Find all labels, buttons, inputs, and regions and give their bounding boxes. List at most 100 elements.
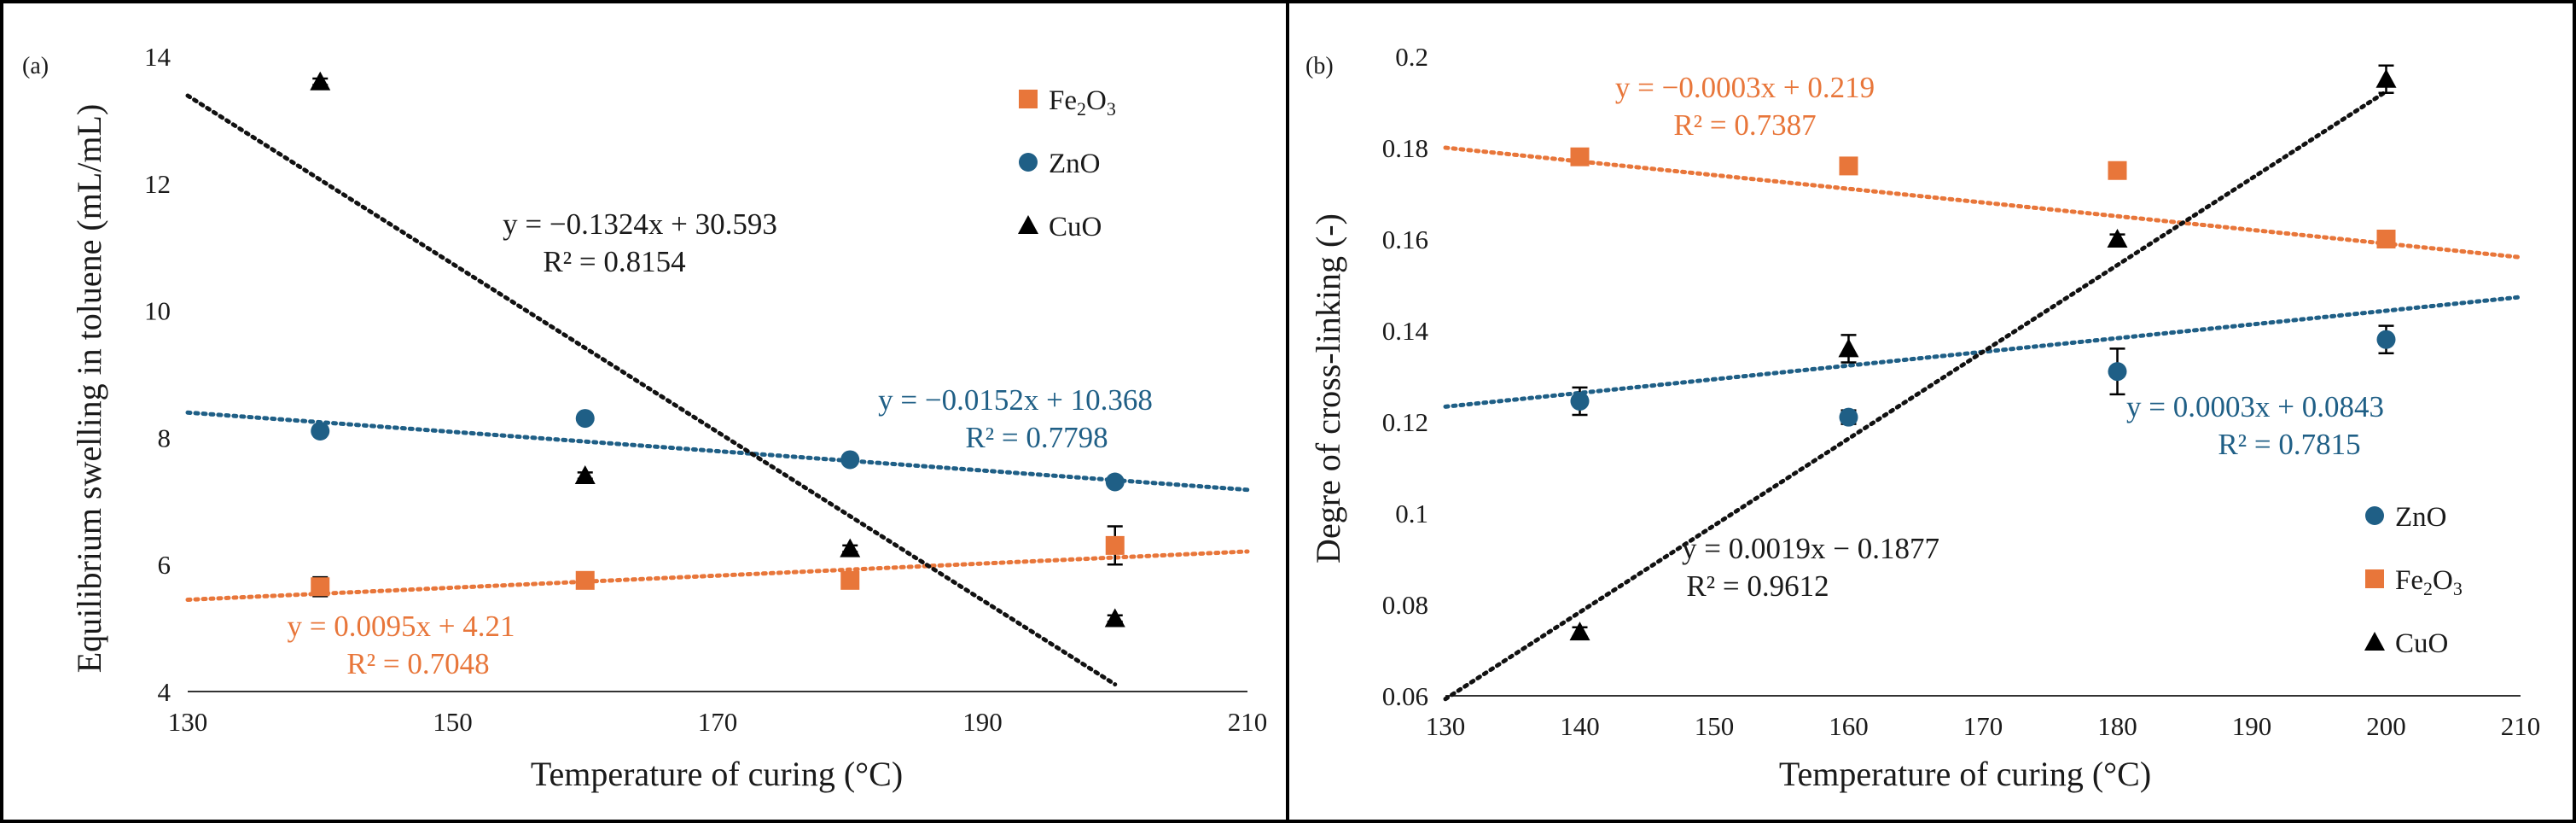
panel-b-cuo-trendline — [1443, 89, 2388, 702]
panel-a-legend-item-cuo: CuO — [1018, 212, 1102, 242]
panel-b-y-tick-label: 0.06 — [1382, 681, 1428, 711]
panel-b-legend-marker-cuo — [2364, 632, 2385, 651]
panel-a-cuo-r2: R² = 0.8154 — [543, 245, 685, 278]
panel-a-zno-point — [575, 409, 595, 429]
panel-b-x-axis-title: Temperature of curing (°C) — [1779, 755, 2151, 793]
panel-b-cuo-point — [1838, 338, 1859, 358]
panel-b-fe2o3-point — [2108, 161, 2127, 180]
panel-a-cuo-point — [310, 71, 331, 90]
panel-b-x-tick-label: 190 — [2232, 711, 2272, 741]
panel-a-y-tick-label: 10 — [144, 296, 171, 326]
panel-b-legend-item-cuo: CuO — [2364, 628, 2448, 659]
panel-b-x-tick-label: 160 — [1829, 711, 1869, 741]
panel-b-plot-area: 130 140 150 160 170 180 190 200 210 0.06 0.08 0.1 0.… — [1382, 42, 2541, 741]
panel-b-x-tick-label: 150 — [1695, 711, 1735, 741]
panel-b-fe2o3-point — [2376, 230, 2396, 248]
panel-a-zno-point — [1105, 472, 1125, 492]
panel-b-zno-r2: R² = 0.7815 — [2218, 428, 2360, 461]
panel-a-legend-item-zno: ZnO — [1019, 149, 1101, 179]
panel-b-zno-point — [1570, 391, 1590, 411]
panel-a-x-tick-label: 210 — [1228, 707, 1268, 737]
panel-a-y-tick-label: 4 — [158, 677, 172, 707]
panel-a-zno-equation: y = −0.0152x + 10.368 — [878, 383, 1153, 417]
panel-a-zno-trendline — [185, 410, 1250, 493]
panel-a-legend-marker-cuo — [1018, 215, 1038, 234]
panel-a-equation-cuo: y = −0.1324x + 30.593 R² = 0.8154 — [503, 207, 777, 278]
panel-a-zno-r2: R² = 0.7798 — [965, 421, 1108, 454]
panel-b-y-tick-label: 0.1 — [1395, 499, 1428, 528]
panel-a-plot-area: 130 150 170 190 210 4 6 8 10 12 14 — [144, 42, 1267, 737]
panel-b-y-tick-label: 0.12 — [1382, 407, 1428, 437]
panel-a-x-tick-label: 190 — [962, 707, 1003, 737]
panel-b-x-tick-label: 200 — [2366, 711, 2406, 741]
panel-b-zno-point — [2376, 330, 2396, 349]
panel-a-legend-label-cuo: CuO — [1049, 212, 1102, 242]
panel-a-fe2o3-equation: y = 0.0095x + 4.21 — [288, 610, 515, 643]
panel-b-fe2o3-equation: y = −0.0003x + 0.219 — [1615, 71, 1875, 104]
panel-b-x-tick-label: 170 — [1963, 711, 2003, 741]
panel-b-x-tick-label: 180 — [2097, 711, 2137, 741]
panel-b-legend-label-zno: ZnO — [2395, 502, 2447, 533]
panel-a-zno-point — [840, 450, 860, 470]
panel-a-y-tick-label: 14 — [144, 42, 172, 72]
panel-a-legend-marker-fe2o3 — [1019, 90, 1038, 108]
panel-a-fe2o3-trendline — [185, 549, 1250, 602]
panel-b-cuo-point — [1569, 622, 1590, 641]
panel-b-x-tick-label: 140 — [1560, 711, 1600, 741]
panel-b-legend-marker-zno — [2365, 506, 2384, 525]
panel-b-y-axis-title: Degre of cross-linking (-) — [1309, 213, 1347, 563]
panel-b-x-tick-label: 210 — [2501, 711, 2541, 741]
panel-b-legend-marker-fe2o3 — [2365, 569, 2384, 588]
panel-a-y-tick-label: 6 — [158, 550, 172, 580]
panel-a-x-tick-label: 130 — [168, 707, 208, 737]
panel-b-y-tick-label: 0.16 — [1382, 225, 1428, 254]
panel-b-zno-point — [1839, 407, 1858, 427]
panel-b-cuo-point — [2107, 229, 2128, 248]
panel-b-fe2o3-point — [1839, 156, 1858, 176]
panel-b-equation-cuo: y = 0.0019x − 0.1877 R² = 0.9612 — [1682, 532, 1939, 603]
panel-a-y-tick-label: 12 — [144, 169, 171, 199]
panel-a-fe2o3-point — [311, 577, 330, 597]
panel-a-fe2o3-point — [1105, 535, 1125, 555]
panel-a-x-tick-label: 150 — [433, 707, 473, 737]
panel-b-legend-label-cuo: CuO — [2395, 628, 2448, 659]
panel-a-zno-point — [311, 421, 330, 441]
panel-a-legend-marker-zno — [1019, 153, 1038, 172]
panel-b-zno-equation: y = 0.0003x + 0.0843 — [2126, 390, 2384, 423]
panel-a-cuo-point — [1104, 608, 1125, 627]
panel-b-x-tick-label: 130 — [1426, 711, 1466, 741]
panel-b-zno-point — [2108, 362, 2127, 382]
panel-a-y-tick-label: 8 — [158, 423, 172, 452]
panel-a-fe2o3-point — [575, 570, 595, 590]
panel-a-cuo-equation: y = −0.1324x + 30.593 — [503, 207, 777, 241]
panel-b-cuo-point — [2375, 68, 2397, 88]
panel-b-fe2o3-trendline — [1443, 145, 2523, 260]
panel-b-equation-fe2o3: y = −0.0003x + 0.219 R² = 0.7387 — [1615, 71, 1875, 142]
panel-a-label: (a) — [22, 53, 49, 79]
panel-b-cuo-r2: R² = 0.9612 — [1686, 569, 1829, 603]
panel-a-equation-fe2o3: y = 0.0095x + 4.21 R² = 0.7048 — [288, 610, 515, 680]
panel-b-y-tick-label: 0.18 — [1382, 133, 1428, 163]
panel-b-equation-zno: y = 0.0003x + 0.0843 R² = 0.7815 — [2126, 390, 2384, 461]
panel-b-fe2o3-point — [1570, 147, 1590, 166]
panel-a-equation-zno: y = −0.0152x + 10.368 R² = 0.7798 — [878, 383, 1153, 454]
panel-a-swelling-chart: (a) Equilibrium swelling in toluene (mL/… — [22, 42, 1267, 793]
panel-b-cuo-equation: y = 0.0019x − 0.1877 — [1682, 532, 1939, 565]
panel-a-cuo-point — [574, 465, 596, 485]
panel-a-x-axis-title: Temperature of curing (°C) — [531, 755, 903, 793]
panel-a-fe2o3-point — [840, 570, 860, 590]
panel-a-legend-label-zno: ZnO — [1049, 149, 1101, 179]
panel-b-y-tick-label: 0.14 — [1382, 316, 1429, 346]
panel-b-fe2o3-r2: R² = 0.7387 — [1673, 108, 1816, 142]
panel-b-legend-item-zno: ZnO — [2365, 502, 2447, 533]
panel-a-y-axis-title: Equilibrium swelling in toluene (mL/mL) — [70, 104, 108, 674]
panel-b-y-tick-label: 0.08 — [1382, 590, 1428, 620]
panel-b-label: (b) — [1305, 53, 1334, 79]
panel-a-cuo-trendline — [185, 93, 1118, 687]
panel-b-crosslinking-chart: (b) Degre of cross-linking (-) Temperatu… — [1305, 42, 2540, 793]
panel-a-x-tick-label: 170 — [698, 707, 738, 737]
panel-a-cuo-point — [840, 538, 861, 557]
